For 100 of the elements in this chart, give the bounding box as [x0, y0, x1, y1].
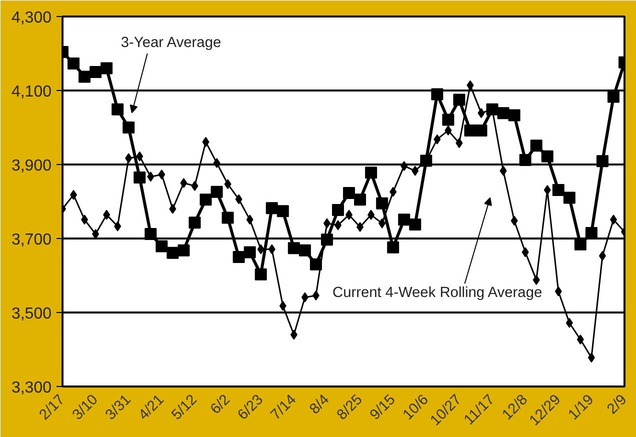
point [552, 184, 564, 196]
point [222, 212, 234, 224]
point [334, 220, 342, 230]
point [343, 186, 356, 199]
point [298, 244, 311, 256]
point [68, 57, 80, 70]
point [610, 214, 617, 225]
x-tick-label: 6/23 [235, 392, 267, 424]
point [398, 214, 410, 226]
point [541, 150, 554, 162]
point [125, 153, 132, 164]
point [323, 218, 330, 228]
y-tick-label: 3,500 [11, 306, 52, 322]
point [312, 290, 320, 300]
point [254, 268, 267, 280]
point [444, 125, 452, 136]
point [596, 155, 608, 168]
point [387, 241, 400, 254]
point [510, 216, 518, 226]
point [290, 330, 298, 340]
x-tick-label: 6/2 [208, 392, 234, 418]
point [246, 214, 254, 225]
point [224, 179, 232, 190]
point [431, 88, 444, 100]
point [180, 178, 188, 188]
point [232, 251, 245, 263]
point [434, 134, 441, 144]
x-tick-label: 3/10 [70, 392, 102, 424]
point [112, 103, 124, 116]
point [90, 66, 102, 78]
point [147, 172, 154, 182]
point [279, 300, 286, 311]
point [442, 114, 454, 126]
point [288, 242, 300, 254]
point [390, 186, 397, 197]
point [456, 138, 463, 148]
point [78, 70, 91, 83]
point [188, 216, 201, 229]
point [210, 186, 223, 198]
point [235, 194, 242, 204]
point [566, 318, 573, 328]
point [266, 202, 278, 214]
point [519, 154, 532, 166]
point [530, 140, 542, 152]
series-label: Current 4-Week Rolling Average [332, 284, 542, 301]
x-tick-label: 2/9 [604, 392, 630, 418]
point [475, 124, 488, 136]
point [356, 222, 364, 232]
point [169, 204, 176, 214]
point [178, 244, 190, 256]
point [544, 185, 551, 196]
point [576, 334, 584, 345]
x-tick-label: 7/14 [268, 392, 300, 424]
point [81, 214, 88, 225]
point [478, 108, 485, 118]
point [368, 210, 375, 220]
point [376, 197, 388, 210]
point [166, 246, 179, 259]
point [158, 169, 166, 180]
point [497, 107, 510, 120]
point [598, 250, 606, 261]
x-tick-label: 5/12 [168, 392, 200, 424]
y-tick-label: 3,300 [11, 380, 52, 396]
point [522, 247, 529, 258]
point [563, 192, 576, 204]
y-tick-label: 3,700 [11, 232, 52, 248]
point [213, 158, 220, 168]
point [464, 124, 476, 136]
point [554, 286, 562, 296]
point [301, 292, 308, 302]
point [365, 166, 378, 179]
y-tick-label: 3,900 [11, 158, 52, 174]
y-tick-label: 4,300 [11, 10, 52, 26]
point [276, 205, 289, 218]
point [257, 244, 264, 254]
point [500, 166, 507, 176]
point [574, 238, 586, 250]
point [607, 90, 620, 103]
series-label: 3-Year Average [120, 35, 222, 52]
point [508, 109, 520, 122]
point [532, 274, 540, 285]
point [134, 171, 146, 184]
point [103, 210, 110, 220]
point [244, 246, 256, 258]
point [122, 122, 135, 134]
point [114, 221, 122, 232]
y-tick-label: 4,100 [11, 84, 52, 100]
point [136, 151, 144, 162]
x-tick-label: 3/31 [102, 392, 134, 424]
point [354, 194, 366, 206]
point [466, 80, 474, 90]
point [585, 226, 598, 239]
point [588, 352, 595, 363]
point [378, 218, 386, 228]
x-tick-label: 8/4 [306, 392, 333, 418]
point [412, 166, 419, 176]
point [409, 218, 422, 230]
point [191, 180, 198, 191]
point [100, 62, 113, 74]
point [144, 228, 157, 240]
